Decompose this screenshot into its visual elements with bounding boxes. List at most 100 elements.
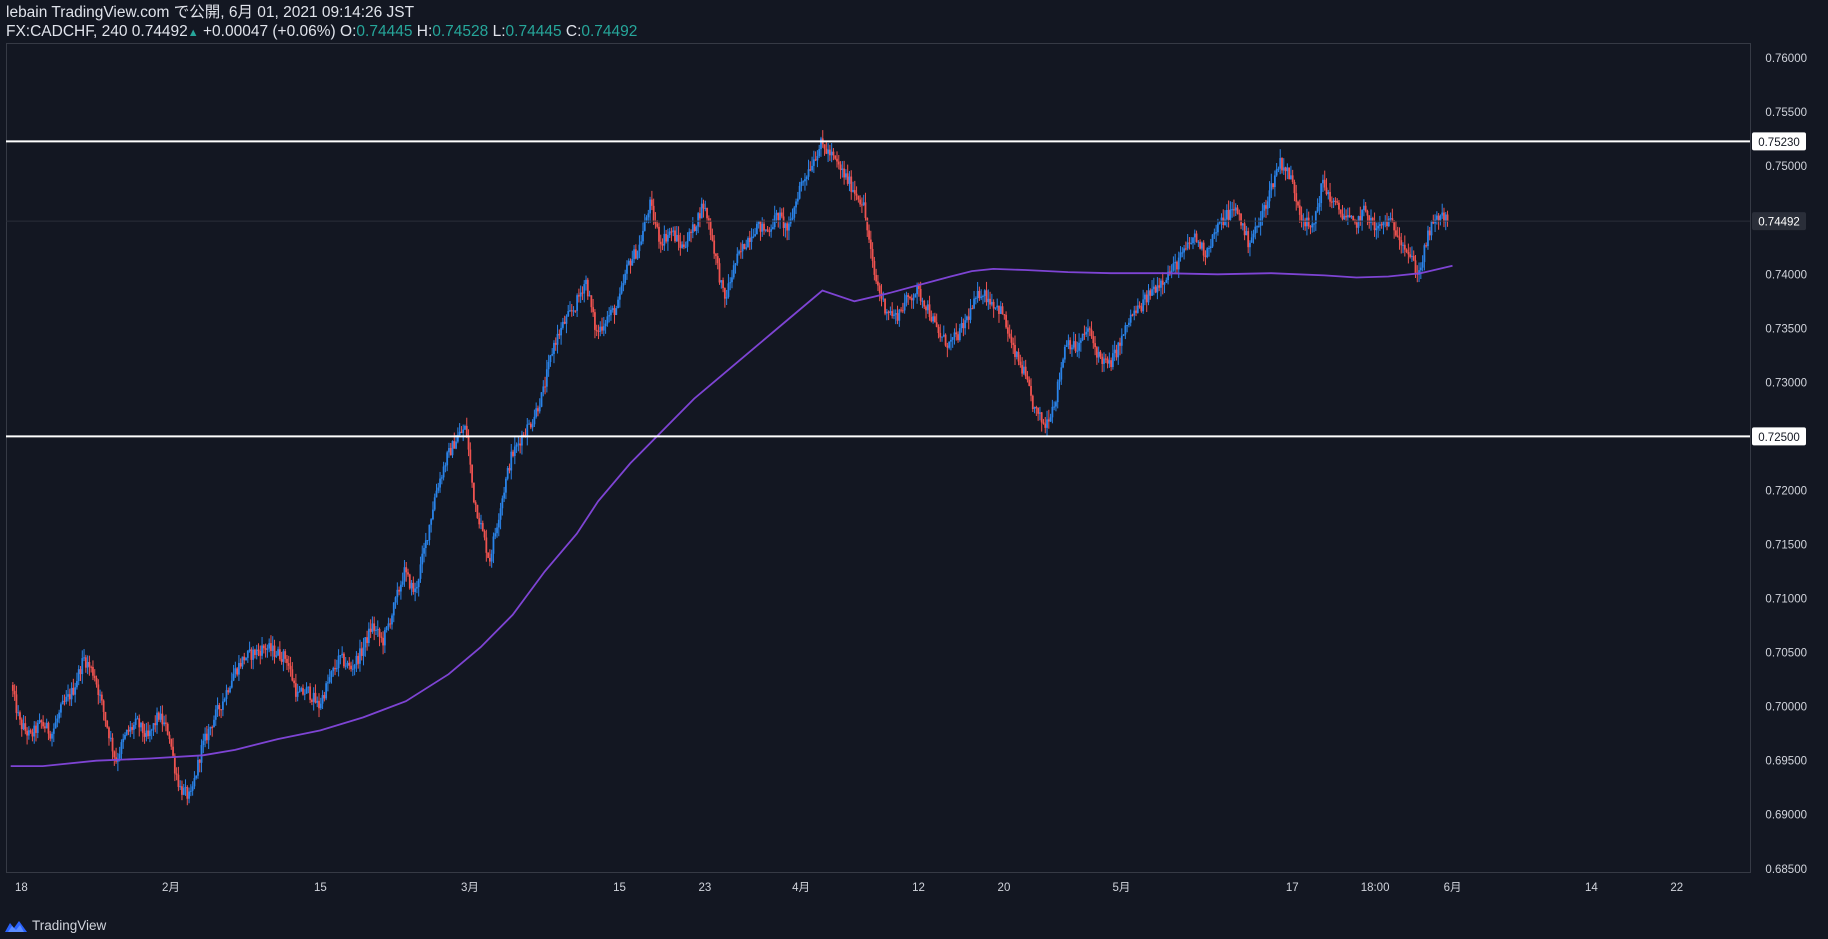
candle-up	[375, 629, 377, 631]
candle-up	[433, 497, 436, 510]
candle-down	[302, 688, 304, 695]
candle-down	[563, 321, 566, 324]
candle-down	[763, 223, 765, 231]
candle-up	[1190, 243, 1193, 245]
price-tick-label: 0.73000	[1765, 377, 1807, 389]
time-tick-label: 22	[1670, 882, 1683, 894]
candle-up	[990, 301, 993, 305]
candle-up	[1217, 223, 1219, 233]
price-tick-label: 0.71000	[1765, 594, 1807, 606]
candle-down	[465, 425, 468, 437]
candle-down	[1368, 215, 1371, 223]
candle-down	[357, 655, 360, 664]
candle-down	[205, 733, 208, 741]
candle-up	[531, 424, 534, 428]
candle-up	[1231, 209, 1234, 211]
candle-up	[1065, 345, 1068, 347]
candle-down	[786, 223, 789, 231]
candle-up	[506, 468, 509, 479]
candle-down	[102, 700, 105, 712]
candle-up	[987, 298, 990, 303]
candle-up	[1055, 402, 1057, 407]
candle-down	[529, 423, 532, 428]
candle-down	[47, 722, 50, 734]
candle-up	[608, 315, 611, 317]
candle-up	[572, 310, 575, 312]
hline-price-label: 0.75230	[1758, 137, 1800, 149]
candle-up	[560, 327, 562, 336]
candlestick-series	[11, 130, 1449, 806]
time-tick-label: 20	[998, 882, 1011, 894]
candle-up	[941, 336, 943, 338]
candle-up	[1229, 209, 1232, 220]
candle-up	[588, 295, 591, 297]
candle-up	[668, 231, 671, 236]
candle-down	[1138, 305, 1141, 307]
candle-down	[766, 229, 769, 231]
candle-down	[1161, 280, 1164, 285]
candle-down	[1199, 241, 1202, 249]
candle-down	[658, 226, 660, 242]
candle-up	[307, 686, 310, 688]
time-axis[interactable]: 18 2月 15 3月 15 23 4月 12 20 5月 17 18:00 6月 14 22	[15, 882, 1683, 894]
candle-down	[1446, 214, 1449, 222]
candle-up	[76, 680, 78, 688]
candle-up	[440, 477, 443, 479]
footer-brand[interactable]: TradingView	[4, 918, 106, 933]
candle-down	[1047, 419, 1050, 422]
candle-down	[488, 557, 491, 562]
candle-up	[812, 159, 815, 166]
candle-up	[332, 667, 335, 672]
candle-up	[755, 223, 758, 235]
candle-up	[499, 508, 502, 520]
up-arrow-icon: ▲	[187, 27, 199, 39]
price-tick-label: 0.76000	[1765, 53, 1807, 65]
candle-up	[1270, 183, 1273, 191]
candle-down	[1414, 260, 1417, 274]
candle-down	[1380, 224, 1383, 226]
candle-down	[634, 249, 637, 259]
candle-down	[843, 168, 846, 178]
candle-down	[1014, 344, 1016, 357]
candle-up	[403, 567, 406, 582]
candle-up	[124, 734, 126, 739]
candle-down	[814, 159, 817, 161]
symbol-label[interactable]: FX:CADCHF, 240	[6, 23, 128, 40]
candle-down	[1028, 379, 1031, 386]
candle-down	[294, 683, 297, 697]
candle-up	[800, 181, 803, 186]
candle-up	[303, 693, 306, 695]
candle-down	[836, 158, 838, 162]
candle-down	[1094, 343, 1096, 348]
candle-up	[805, 176, 808, 180]
candle-up	[266, 648, 269, 650]
candle-down	[1373, 221, 1376, 231]
candle-down	[227, 690, 230, 693]
price-axis[interactable]: 0.74492 0.76000 0.75500 0.75000 0.74000 0.735…	[1752, 53, 1807, 876]
candle-down	[592, 307, 595, 313]
candle-down	[1288, 167, 1291, 179]
candle-up	[1181, 252, 1184, 254]
candle-up	[1160, 280, 1162, 288]
candle-up	[1268, 190, 1271, 202]
candle-up	[195, 775, 198, 779]
horizontal-lines[interactable]: 0.75230 0.72500	[6, 132, 1806, 446]
candle-down	[873, 260, 876, 275]
candle-up	[1441, 212, 1444, 216]
candle-down	[1295, 193, 1298, 202]
candle-down	[925, 306, 927, 311]
candle-down	[544, 386, 546, 388]
candle-down	[259, 650, 262, 656]
candle-up	[738, 251, 740, 254]
candle-up	[1343, 215, 1346, 220]
candle-up	[22, 723, 25, 730]
candle-down	[1339, 209, 1342, 214]
candle-up	[1174, 261, 1177, 264]
candle-up	[392, 602, 395, 616]
candle-down	[1069, 340, 1072, 350]
candle-up	[620, 285, 623, 294]
candle-up	[736, 253, 739, 264]
candle-up	[1085, 331, 1088, 335]
candle-down	[900, 309, 902, 311]
